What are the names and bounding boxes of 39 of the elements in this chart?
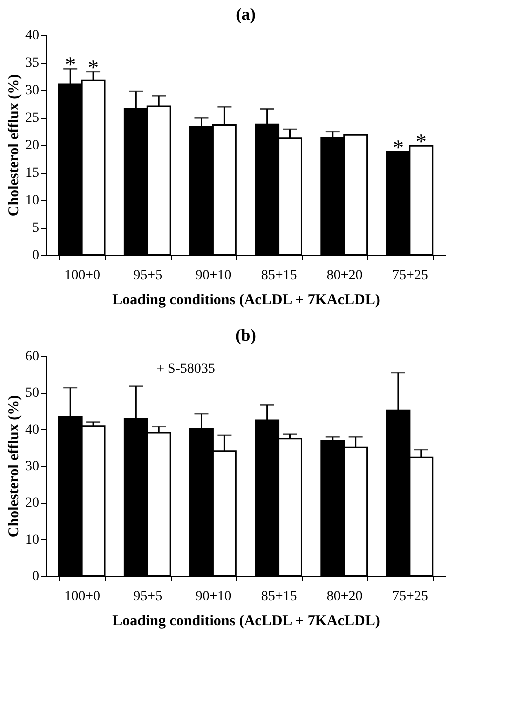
- x-axis-title: Loading conditions (AcLDL + 7KAcLDL): [112, 614, 380, 630]
- x-tick-label: 95+5: [134, 590, 163, 604]
- x-tick-label: 80+20: [326, 268, 363, 284]
- y-tick-label: 20: [26, 496, 40, 512]
- x-tick-label: 90+10: [196, 268, 232, 284]
- y-tick-label: 35: [26, 56, 40, 71]
- y-tick-label: 0: [32, 570, 40, 584]
- y-tick-label: 15: [26, 166, 40, 181]
- y-tick-label: 10: [26, 532, 40, 548]
- y-axis-title: Cholesterol efflux (%): [6, 395, 22, 538]
- x-tick-label: 75+25: [392, 590, 428, 604]
- y-tick-label: 10: [26, 194, 40, 208]
- y-tick-label: 25: [26, 111, 40, 126]
- y-tick-label: 30: [26, 460, 40, 474]
- x-tick-label: 85+15: [261, 590, 298, 604]
- y-axis-title: Cholesterol efflux (%): [6, 74, 22, 217]
- y-tick-label: 50: [26, 386, 40, 402]
- annotation: *: [65, 52, 76, 78]
- x-tick-label: 100+0: [64, 590, 101, 604]
- x-tick-label: 90+10: [196, 590, 232, 604]
- x-tick-label: 80+20: [326, 590, 363, 604]
- x-tick-label: 95+5: [134, 268, 163, 284]
- annotation: *: [88, 54, 100, 80]
- annotation: *: [416, 129, 427, 154]
- y-tick-label: 40: [26, 28, 40, 44]
- y-tick-label: 30: [26, 84, 40, 98]
- y-tick-label: 20: [26, 138, 40, 154]
- y-tick-label: 60: [26, 350, 40, 364]
- x-tick-label: 75+25: [392, 268, 428, 284]
- x-tick-label: 85+15: [261, 268, 298, 284]
- x-axis-title: Loading conditions (AcLDL + 7KAcLDL): [112, 292, 380, 308]
- chart-title: (a): [236, 5, 256, 24]
- y-tick-label: 5: [32, 221, 40, 236]
- annotation: + S-58035: [156, 362, 216, 377]
- y-tick-label: 0: [32, 248, 40, 264]
- chart-title: (b): [236, 326, 256, 345]
- annotation: *: [392, 135, 404, 160]
- x-tick-label: 100+0: [64, 268, 101, 284]
- y-tick-label: 40: [26, 422, 40, 438]
